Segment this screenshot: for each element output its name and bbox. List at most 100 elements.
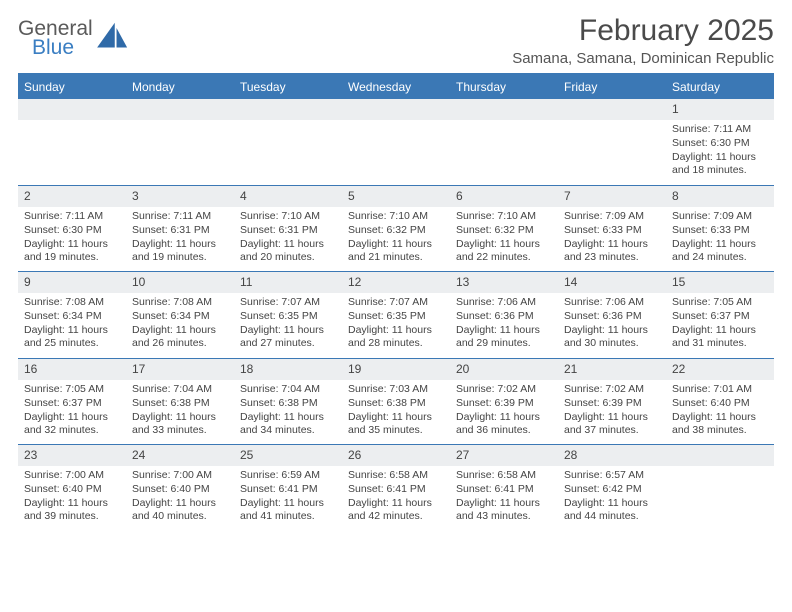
day-cell: 14 Sunrise: 7:06 AMSunset: 6:36 PMDayligh…: [558, 271, 666, 358]
sunset-text: Sunset: 6:31 PM: [132, 224, 228, 237]
day-number: [558, 99, 666, 120]
day-number: 8: [666, 185, 774, 207]
day-number: 11: [234, 271, 342, 293]
weekday-tue: Tuesday: [234, 75, 342, 99]
day-cell: 1Sunrise: 7:11 AMSunset: 6:30 PMDaylight…: [666, 99, 774, 185]
day-number: 24: [126, 444, 234, 466]
sunset-text: Sunset: 6:40 PM: [24, 483, 120, 496]
day-number: 14: [558, 271, 666, 293]
sunset-text: Sunset: 6:32 PM: [456, 224, 552, 237]
sunrise-text: Sunrise: 7:05 AM: [672, 296, 768, 309]
daylight-text: Daylight: 11 hours and 19 minutes.: [132, 238, 228, 264]
weekday-header: Sunday Monday Tuesday Wednesday Thursday…: [18, 75, 774, 99]
sunrise-text: Sunrise: 7:08 AM: [24, 296, 120, 309]
sunset-text: Sunset: 6:31 PM: [240, 224, 336, 237]
daylight-text: Daylight: 11 hours and 37 minutes.: [564, 411, 660, 437]
day-cell: 15Sunrise: 7:05 AMSunset: 6:37 PMDayligh…: [666, 271, 774, 358]
daylight-text: Daylight: 11 hours and 28 minutes.: [348, 324, 444, 350]
daylight-text: Daylight: 11 hours and 32 minutes.: [24, 411, 120, 437]
sunrise-text: Sunrise: 7:04 AM: [240, 383, 336, 396]
brand-logo: General Blue: [18, 18, 131, 58]
sunrise-text: Sunrise: 7:09 AM: [672, 210, 768, 223]
day-cell: 10Sunrise: 7:08 AMSunset: 6:34 PMDayligh…: [126, 271, 234, 358]
day-number: 20: [450, 358, 558, 380]
daylight-text: Daylight: 11 hours and 40 minutes.: [132, 497, 228, 523]
day-cell: 2Sunrise: 7:11 AMSunset: 6:30 PMDaylight…: [18, 185, 126, 272]
daylight-text: Daylight: 11 hours and 22 minutes.: [456, 238, 552, 264]
day-cell: 12Sunrise: 7:07 AMSunset: 6:35 PMDayligh…: [342, 271, 450, 358]
daylight-text: Daylight: 11 hours and 38 minutes.: [672, 411, 768, 437]
day-number: 13: [450, 271, 558, 293]
day-cell: 21Sunrise: 7:02 AMSunset: 6:39 PMDayligh…: [558, 358, 666, 445]
header: General Blue February 2025 Samana, Saman…: [18, 14, 774, 67]
daylight-text: Daylight: 11 hours and 26 minutes.: [132, 324, 228, 350]
daylight-text: Daylight: 11 hours and 27 minutes.: [240, 324, 336, 350]
sunset-text: Sunset: 6:39 PM: [456, 397, 552, 410]
day-number: 6: [450, 185, 558, 207]
daylight-text: Daylight: 11 hours and 35 minutes.: [348, 411, 444, 437]
weeks-container: 1Sunrise: 7:11 AMSunset: 6:30 PMDaylight…: [18, 99, 774, 531]
day-number: 18: [234, 358, 342, 380]
day-number: 19: [342, 358, 450, 380]
day-number: 28: [558, 444, 666, 466]
sunset-text: Sunset: 6:41 PM: [348, 483, 444, 496]
sunrise-text: Sunrise: 7:10 AM: [456, 210, 552, 223]
day-cell: 9Sunrise: 7:08 AMSunset: 6:34 PMDaylight…: [18, 271, 126, 358]
sunrise-text: Sunrise: 6:58 AM: [456, 469, 552, 482]
sunset-text: Sunset: 6:36 PM: [564, 310, 660, 323]
page: General Blue February 2025 Samana, Saman…: [0, 0, 792, 531]
sunset-text: Sunset: 6:33 PM: [564, 224, 660, 237]
day-number: [450, 99, 558, 120]
week-row: 2Sunrise: 7:11 AMSunset: 6:30 PMDaylight…: [18, 185, 774, 272]
day-number: [666, 444, 774, 466]
weekday-mon: Monday: [126, 75, 234, 99]
weekday-sun: Sunday: [18, 75, 126, 99]
day-cell: [342, 99, 450, 185]
day-number: 3: [126, 185, 234, 207]
daylight-text: Daylight: 11 hours and 34 minutes.: [240, 411, 336, 437]
sunset-text: Sunset: 6:30 PM: [672, 137, 768, 150]
day-cell: 22Sunrise: 7:01 AMSunset: 6:40 PMDayligh…: [666, 358, 774, 445]
day-number: 25: [234, 444, 342, 466]
sunset-text: Sunset: 6:37 PM: [24, 397, 120, 410]
sunrise-text: Sunrise: 7:06 AM: [456, 296, 552, 309]
daylight-text: Daylight: 11 hours and 44 minutes.: [564, 497, 660, 523]
day-number: [126, 99, 234, 120]
day-cell: 19Sunrise: 7:03 AMSunset: 6:38 PMDayligh…: [342, 358, 450, 445]
week-row: 16Sunrise: 7:05 AMSunset: 6:37 PMDayligh…: [18, 358, 774, 445]
day-cell: [126, 99, 234, 185]
day-cell: [18, 99, 126, 185]
sunrise-text: Sunrise: 7:04 AM: [132, 383, 228, 396]
day-number: [234, 99, 342, 120]
week-row: 1Sunrise: 7:11 AMSunset: 6:30 PMDaylight…: [18, 99, 774, 185]
weekday-thu: Thursday: [450, 75, 558, 99]
sunset-text: Sunset: 6:38 PM: [132, 397, 228, 410]
daylight-text: Daylight: 11 hours and 43 minutes.: [456, 497, 552, 523]
day-cell: 20Sunrise: 7:02 AMSunset: 6:39 PMDayligh…: [450, 358, 558, 445]
daylight-text: Daylight: 11 hours and 25 minutes.: [24, 324, 120, 350]
day-number: 9: [18, 271, 126, 293]
day-number: [18, 99, 126, 120]
sunset-text: Sunset: 6:38 PM: [348, 397, 444, 410]
daylight-text: Daylight: 11 hours and 36 minutes.: [456, 411, 552, 437]
sunset-text: Sunset: 6:39 PM: [564, 397, 660, 410]
day-number: 7: [558, 185, 666, 207]
daylight-text: Daylight: 11 hours and 30 minutes.: [564, 324, 660, 350]
sunset-text: Sunset: 6:42 PM: [564, 483, 660, 496]
sunset-text: Sunset: 6:33 PM: [672, 224, 768, 237]
daylight-text: Daylight: 11 hours and 21 minutes.: [348, 238, 444, 264]
sunrise-text: Sunrise: 7:06 AM: [564, 296, 660, 309]
daylight-text: Daylight: 11 hours and 39 minutes.: [24, 497, 120, 523]
sunset-text: Sunset: 6:30 PM: [24, 224, 120, 237]
day-number: 15: [666, 271, 774, 293]
sunrise-text: Sunrise: 7:10 AM: [348, 210, 444, 223]
day-cell: [450, 99, 558, 185]
day-number: 21: [558, 358, 666, 380]
day-cell: [666, 444, 774, 531]
weekday-fri: Friday: [558, 75, 666, 99]
day-cell: 18Sunrise: 7:04 AMSunset: 6:38 PMDayligh…: [234, 358, 342, 445]
sunset-text: Sunset: 6:40 PM: [672, 397, 768, 410]
day-cell: 3Sunrise: 7:11 AMSunset: 6:31 PMDaylight…: [126, 185, 234, 272]
sunset-text: Sunset: 6:35 PM: [348, 310, 444, 323]
day-number: 10: [126, 271, 234, 293]
